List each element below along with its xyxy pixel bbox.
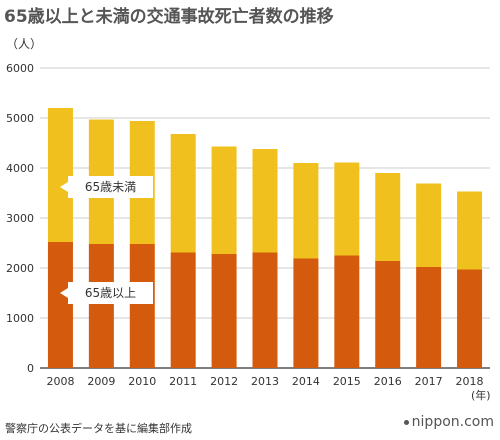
bar-under65 bbox=[416, 183, 442, 267]
x-tick-label: 2018 bbox=[456, 375, 484, 388]
source-note: 警察庁の公表データを基に編集部作成 bbox=[5, 422, 192, 435]
bar-over65 bbox=[252, 252, 278, 368]
bar-over65 bbox=[375, 261, 401, 368]
y-tick-label: 4000 bbox=[6, 162, 34, 175]
brand-text: nippon.com bbox=[411, 414, 494, 430]
bar-over65 bbox=[88, 244, 114, 368]
series-callouts: 65歳未満 65歳以上 bbox=[60, 176, 153, 304]
brand-logo: nippon.com bbox=[403, 414, 494, 430]
x-tick-label: 2012 bbox=[210, 375, 238, 388]
callout-box bbox=[68, 282, 153, 304]
bar-over65 bbox=[211, 254, 237, 368]
x-unit-label: (年) bbox=[471, 389, 491, 402]
bar-over65 bbox=[334, 255, 360, 368]
y-tick-label: 1000 bbox=[6, 312, 34, 325]
brand-dot-icon bbox=[403, 419, 409, 425]
callout-text: 65歳未満 bbox=[85, 180, 136, 194]
callout-text: 65歳以上 bbox=[85, 286, 136, 300]
bar-under65 bbox=[47, 108, 73, 242]
callout-pointer bbox=[60, 288, 68, 298]
bars bbox=[47, 108, 483, 368]
bar-under65 bbox=[375, 173, 401, 261]
x-tick-label: 2011 bbox=[169, 375, 197, 388]
y-tick-label: 2000 bbox=[6, 262, 34, 275]
callout-pointer bbox=[60, 182, 68, 192]
bar-over65 bbox=[416, 267, 442, 368]
y-tick-label: 3000 bbox=[6, 212, 34, 225]
x-tick-label: 2017 bbox=[415, 375, 443, 388]
x-tick-labels: 2008 2009 2010 2011 2012 2013 2014 2015 2016 2017… bbox=[46, 375, 483, 388]
chart-title: 65歳以上と未満の交通事故死亡者数の推移 bbox=[4, 7, 334, 27]
bar-over65 bbox=[170, 252, 196, 368]
x-tick-label: 2016 bbox=[374, 375, 402, 388]
callout-box bbox=[68, 176, 153, 198]
x-tick-label: 2014 bbox=[292, 375, 320, 388]
x-tick-label: 2013 bbox=[251, 375, 279, 388]
series-callout: 65歳以上 bbox=[60, 282, 153, 304]
bar-under65 bbox=[170, 134, 196, 253]
bar-under65 bbox=[457, 191, 483, 270]
bar-under65 bbox=[293, 163, 319, 259]
y-tick-labels: 0 1000 2000 3000 4000 5000 6000 bbox=[6, 62, 34, 375]
y-tick-label: 0 bbox=[27, 362, 34, 375]
y-unit-label: （人） bbox=[6, 37, 43, 51]
bar-under65 bbox=[252, 149, 278, 253]
bar-over65 bbox=[457, 269, 483, 368]
bar-over65 bbox=[293, 258, 319, 368]
x-tick-label: 2008 bbox=[46, 375, 74, 388]
series-callout: 65歳未満 bbox=[60, 176, 153, 198]
y-tick-label: 5000 bbox=[6, 112, 34, 125]
bar-over65 bbox=[129, 244, 155, 368]
bar-over65 bbox=[47, 242, 73, 368]
x-tick-label: 2009 bbox=[87, 375, 115, 388]
x-tick-label: 2015 bbox=[333, 375, 361, 388]
x-tick-label: 2010 bbox=[128, 375, 156, 388]
bar-under65 bbox=[211, 146, 237, 254]
bar-under65 bbox=[334, 162, 360, 256]
y-tick-label: 6000 bbox=[6, 62, 34, 75]
